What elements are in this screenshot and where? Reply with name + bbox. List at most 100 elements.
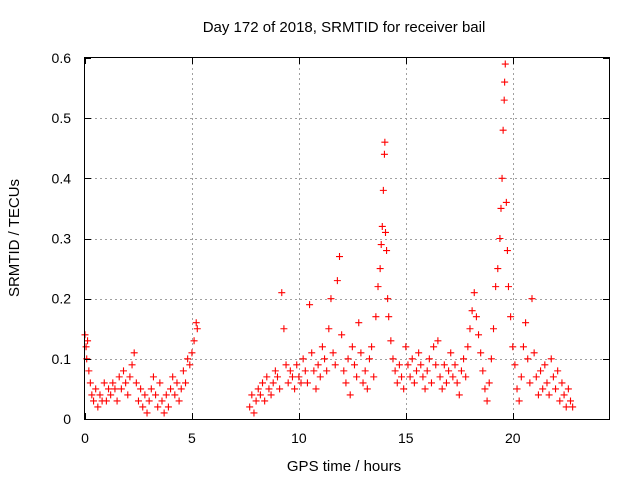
data-point [192,319,200,327]
y-tick-label: 0.6 [52,50,72,66]
data-point [361,367,369,375]
data-point [569,403,577,411]
data-point [171,391,179,399]
data-point [348,343,356,351]
data-point [497,204,505,212]
data-point [261,397,269,405]
data-point [389,355,397,363]
data-point [378,222,386,230]
data-point [86,379,94,387]
data-point [380,150,388,158]
data-point [318,343,326,351]
data-point [316,373,324,381]
data-point [374,283,382,291]
data-point [438,385,446,393]
data-point [547,355,555,363]
data-point [379,186,387,194]
data-point [543,379,551,387]
data-point [381,228,389,236]
data-point [124,391,132,399]
data-point [288,373,296,381]
data-point [342,379,350,387]
data-point [84,337,92,345]
data-point [524,355,532,363]
data-point [333,277,341,285]
data-point [430,343,438,351]
data-point [483,397,491,405]
data-point [398,373,406,381]
data-point [434,337,442,345]
data-point [139,403,147,411]
data-point [464,343,472,351]
data-point [282,361,290,369]
data-point [421,385,429,393]
data-point [462,373,470,381]
data-point [100,379,108,387]
data-point [470,289,478,297]
data-points [81,60,577,417]
data-point [449,373,457,381]
data-point [393,379,401,387]
data-point [503,247,511,255]
data-point [256,391,264,399]
data-point [126,373,134,381]
grid-lines [85,58,609,419]
data-point [267,391,275,399]
data-point [404,361,412,369]
data-point [507,313,515,321]
data-point [250,409,258,417]
data-point [265,385,273,393]
data-point [528,295,536,303]
data-point [501,60,509,68]
data-point [113,397,121,405]
data-point [355,319,363,327]
data-point [329,349,337,357]
data-point [105,385,113,393]
data-point [286,367,294,375]
data-point [534,391,542,399]
data-point [293,361,301,369]
data-point [271,367,279,375]
data-point [184,355,192,363]
data-point [554,367,562,375]
data-point [541,361,549,369]
data-point [102,397,110,405]
y-tick-label: 0.4 [52,170,72,186]
data-point [306,301,314,309]
data-point [175,397,183,405]
y-tick-label: 0.3 [52,231,72,247]
data-point [278,289,286,297]
data-point [500,96,508,104]
data-point [447,349,455,357]
data-point [186,361,194,369]
y-tick-label: 0.1 [52,351,72,367]
data-point [466,325,474,333]
x-tick-label: 5 [188,430,196,446]
data-point [427,379,435,387]
data-point [494,265,502,273]
data-point [107,391,115,399]
data-point [504,283,512,291]
data-point [143,409,151,417]
data-point [156,379,164,387]
data-point [526,379,534,387]
data-point [381,138,389,146]
data-point [160,409,168,417]
data-point [513,385,521,393]
data-point [141,391,149,399]
data-point [353,373,361,381]
data-point [440,361,448,369]
data-point [164,403,172,411]
data-point [515,397,523,405]
data-point [301,367,309,375]
data-point [519,343,527,351]
data-point [94,403,102,411]
data-point [167,385,175,393]
data-point [295,373,303,381]
data-point [385,313,393,321]
data-point [291,385,299,393]
data-point [149,373,157,381]
data-point [173,379,181,387]
data-point [331,361,339,369]
